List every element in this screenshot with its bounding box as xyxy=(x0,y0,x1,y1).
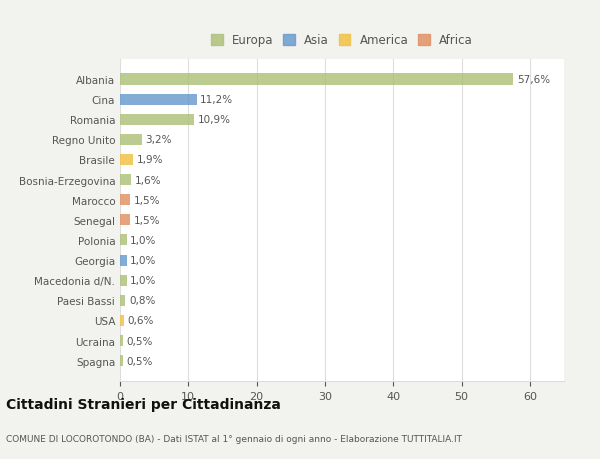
Text: 1,6%: 1,6% xyxy=(134,175,161,185)
Text: 3,2%: 3,2% xyxy=(145,135,172,145)
Text: 57,6%: 57,6% xyxy=(517,75,550,85)
Bar xyxy=(120,195,130,206)
Text: 0,8%: 0,8% xyxy=(129,296,155,306)
Text: COMUNE DI LOCOROTONDO (BA) - Dati ISTAT al 1° gennaio di ogni anno - Elaborazion: COMUNE DI LOCOROTONDO (BA) - Dati ISTAT … xyxy=(6,434,462,442)
Legend: Europa, Asia, America, Africa: Europa, Asia, America, Africa xyxy=(211,34,473,47)
Bar xyxy=(120,215,130,226)
Text: 10,9%: 10,9% xyxy=(198,115,231,125)
Text: 1,5%: 1,5% xyxy=(134,195,160,205)
Text: 11,2%: 11,2% xyxy=(200,95,233,105)
Text: 0,5%: 0,5% xyxy=(127,336,153,346)
Bar xyxy=(120,255,127,266)
Text: 0,6%: 0,6% xyxy=(128,316,154,326)
Bar xyxy=(120,275,127,286)
Bar xyxy=(120,134,142,146)
Bar xyxy=(120,174,131,186)
Text: 0,5%: 0,5% xyxy=(127,356,153,366)
Bar xyxy=(120,114,194,125)
Text: 1,5%: 1,5% xyxy=(134,215,160,225)
Bar xyxy=(120,295,125,306)
Bar xyxy=(120,335,124,346)
Bar xyxy=(120,315,124,326)
Bar xyxy=(120,355,124,366)
Text: 1,9%: 1,9% xyxy=(136,155,163,165)
Text: 1,0%: 1,0% xyxy=(130,235,157,246)
Bar xyxy=(120,95,197,106)
Bar xyxy=(120,155,133,166)
Text: 1,0%: 1,0% xyxy=(130,275,157,285)
Text: 1,0%: 1,0% xyxy=(130,256,157,265)
Bar xyxy=(120,235,127,246)
Bar xyxy=(120,74,514,85)
Text: Cittadini Stranieri per Cittadinanza: Cittadini Stranieri per Cittadinanza xyxy=(6,397,281,412)
